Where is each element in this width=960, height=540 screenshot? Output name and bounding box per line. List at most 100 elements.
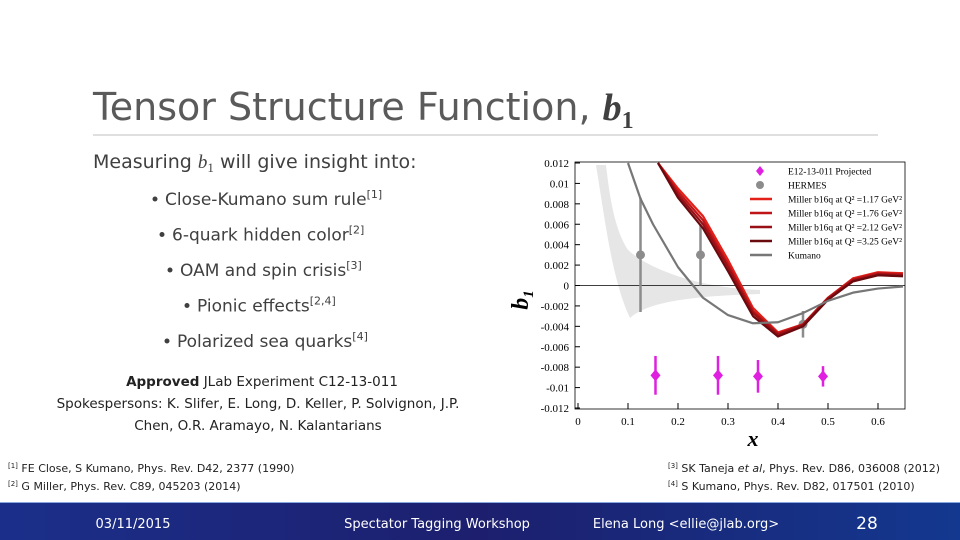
bullet: Close-Kumano sum rule[1] <box>165 188 382 210</box>
legend-label: Miller b16q at Q² =1.76 GeV² <box>788 210 902 220</box>
ref-text: SK Taneja <box>681 462 734 475</box>
bullet-text: Pionic effects <box>197 297 310 317</box>
bullet: OAM and spin crisis[3] <box>180 259 362 281</box>
legend-label: Miller b16q at Q² =3.25 GeV² <box>788 238 902 248</box>
footer-author: Elena Long <ellie@jlab.org> <box>593 517 779 532</box>
y-tick-label: -0.006 <box>541 342 570 354</box>
ref-mark: [1] <box>8 462 18 470</box>
footer-event: Spectator Tagging Workshop <box>344 517 530 532</box>
data-point <box>818 370 828 383</box>
bullet-text: Close-Kumano sum rule <box>165 190 367 210</box>
y-label-sub: 1 <box>521 290 537 298</box>
approved-line: Approved JLab Experiment C12-13-011 <box>126 374 398 390</box>
lead-before: Measuring <box>93 151 192 173</box>
x-tick-label: 0.5 <box>821 416 835 428</box>
legend-label: Miller b16q at Q² =2.12 GeV² <box>788 224 902 234</box>
footer-date: 03/11/2015 <box>96 517 171 532</box>
page-number: 28 <box>856 514 878 534</box>
lead-after: will give insight into: <box>220 151 417 173</box>
y-tick-label: 0.006 <box>544 219 569 231</box>
bullet-ref: [4] <box>352 330 368 343</box>
reference: [1] FE Close, S Kumano, Phys. Rev. D42, … <box>8 458 294 475</box>
ref-text: G Miller, Phys. Rev. C89, 045203 (2014) <box>21 480 240 493</box>
y-tick-label: -0.008 <box>541 362 570 374</box>
data-point <box>650 369 661 382</box>
bullet-list: Close-Kumano sum rule[1] 6-quark hidden c… <box>152 188 382 352</box>
ref-mark: [2] <box>8 480 18 488</box>
approved-bold: Approved <box>126 374 199 390</box>
bullet: Pionic effects[2,4] <box>197 295 336 317</box>
y-tick-label: -0.004 <box>541 321 570 333</box>
chart: 0.012 0.01 0.008 0.006 0.004 0.002 0 -0.002 -0.0… <box>508 158 906 451</box>
legend-symbol <box>756 181 764 189</box>
spokespersons: Chen, O.R. Aramayo, N. Kalantarians <box>134 418 381 434</box>
data-point <box>753 370 763 383</box>
bullet-dot <box>184 303 190 308</box>
x-axis-label: x <box>747 426 759 451</box>
x-tick-label: 0.3 <box>721 416 735 428</box>
ref-text: FE Close, S Kumano, Phys. Rev. D42, 2377… <box>21 462 294 475</box>
curve <box>657 162 904 338</box>
legend-label: E12-13-011 Projected <box>788 168 872 178</box>
bullet-text: Polarized sea quarks <box>177 332 352 352</box>
x-tick-label: 0 <box>575 416 581 428</box>
ref-text: , Phys. Rev. D86, 036008 (2012) <box>762 462 940 475</box>
y-tick-label: 0.002 <box>544 260 569 272</box>
plot-area <box>626 162 904 395</box>
bullet-text: 6-quark hidden color <box>172 226 349 246</box>
lead-sub: 1 <box>207 160 214 175</box>
slide-title: Tensor Structure Function, b1 <box>92 85 634 134</box>
lead: Measuring b1 will give insight into: <box>93 151 417 177</box>
y-label-main: b <box>508 298 534 310</box>
y-tick-label: 0 <box>564 281 570 293</box>
bullet-dot <box>159 232 165 237</box>
reference: [4] S Kumano, Phys. Rev. D82, 017501 (20… <box>668 476 915 493</box>
curve <box>626 162 904 325</box>
title-text: Tensor Structure Function, <box>92 85 591 129</box>
x-tick-label: 0.4 <box>771 416 785 428</box>
spokespersons: Spokespersons: K. Slifer, E. Long, D. Ke… <box>57 396 460 412</box>
bullet-ref: [1] <box>367 188 383 201</box>
data-point <box>636 250 645 260</box>
lead-math: b <box>198 152 208 173</box>
bullet-dot <box>164 338 170 344</box>
y-tick-label: 0.01 <box>550 178 569 190</box>
uncertainty-band <box>596 165 760 318</box>
reference: [2] G Miller, Phys. Rev. C89, 045203 (20… <box>8 476 241 493</box>
data-point <box>713 369 723 382</box>
bullet-dot <box>167 267 173 273</box>
y-axis-label: b1 <box>508 290 537 310</box>
bullet-text: OAM and spin crisis <box>180 261 346 281</box>
y-tick-label: 0.012 <box>544 158 569 170</box>
bullet-dot <box>152 196 158 202</box>
bullet: 6-quark hidden color[2] <box>172 224 364 246</box>
ref-text: S Kumano, Phys. Rev. D82, 017501 (2010) <box>681 480 914 493</box>
legend-box <box>748 163 901 263</box>
x-tick-label: 0.1 <box>621 416 635 428</box>
bullet-ref: [2,4] <box>310 295 336 308</box>
y-tick-label: -0.012 <box>541 403 569 415</box>
bullet-ref: [2] <box>349 224 365 237</box>
y-tick-label: 0.008 <box>544 199 569 211</box>
y-tick-label: -0.002 <box>541 301 569 313</box>
bullet-ref: [3] <box>346 259 362 272</box>
ref-mark: [3] <box>668 462 678 470</box>
legend-label: HERMES <box>788 182 827 192</box>
y-tick-label: -0.01 <box>546 383 569 395</box>
legend-label: Miller b16q at Q² =1.17 GeV² <box>788 196 902 206</box>
ref-mark: [4] <box>668 480 678 488</box>
bullet: Polarized sea quarks[4] <box>177 330 368 352</box>
title-sub: 1 <box>622 108 634 134</box>
x-tick-label: 0.6 <box>871 416 885 428</box>
ref-italic: et al <box>738 462 762 475</box>
legend-symbol <box>756 166 764 176</box>
reference: [3] SK Taneja et al, Phys. Rev. D86, 036… <box>668 458 940 475</box>
approved-rest: JLab Experiment C12-13-011 <box>203 374 398 390</box>
y-tick-label: 0.004 <box>544 240 569 252</box>
title-math: b <box>603 87 622 129</box>
footer-bar <box>0 502 960 540</box>
data-point <box>696 250 705 260</box>
legend-label: Kumano <box>788 252 821 262</box>
x-tick-label: 0.2 <box>671 416 685 428</box>
